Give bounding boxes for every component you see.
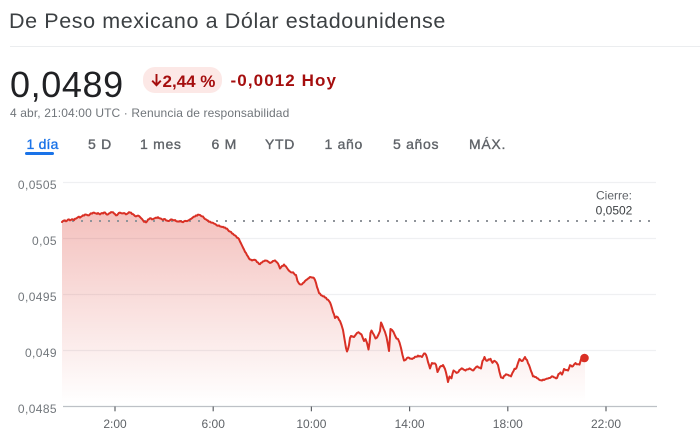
- svg-text:10:00: 10:00: [296, 417, 326, 431]
- svg-text:0,0495: 0,0495: [18, 290, 57, 304]
- svg-text:Cierre:: Cierre:: [596, 189, 632, 203]
- svg-text:22:00: 22:00: [591, 417, 621, 431]
- svg-text:6:00: 6:00: [202, 417, 226, 431]
- svg-text:14:00: 14:00: [395, 417, 425, 431]
- svg-text:0,05: 0,05: [32, 234, 57, 248]
- svg-text:18:00: 18:00: [493, 417, 523, 431]
- svg-text:0,049: 0,049: [25, 346, 57, 360]
- svg-text:0,0502: 0,0502: [596, 204, 633, 218]
- svg-text:0,0485: 0,0485: [18, 402, 57, 416]
- svg-text:2:00: 2:00: [103, 417, 127, 431]
- svg-text:0,0505: 0,0505: [18, 178, 57, 192]
